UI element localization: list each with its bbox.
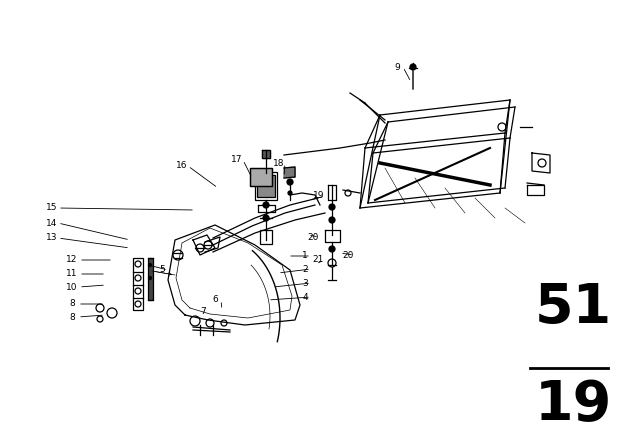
Circle shape [329, 204, 335, 210]
Bar [133, 258, 143, 310]
Text: 15: 15 [46, 203, 58, 212]
Circle shape [410, 64, 416, 70]
Text: 4: 4 [302, 293, 308, 302]
Polygon shape [284, 167, 295, 178]
Text: 12: 12 [67, 255, 77, 264]
Text: 20: 20 [342, 250, 354, 259]
Circle shape [287, 179, 293, 185]
Circle shape [221, 320, 227, 326]
Circle shape [135, 275, 141, 281]
Text: 51: 51 [534, 281, 612, 335]
Circle shape [538, 159, 546, 167]
Circle shape [328, 259, 336, 267]
Text: 13: 13 [46, 233, 58, 242]
Text: 5: 5 [159, 266, 165, 275]
Circle shape [173, 250, 183, 260]
Circle shape [148, 263, 152, 267]
Circle shape [97, 316, 103, 322]
Circle shape [148, 276, 152, 280]
Circle shape [206, 319, 214, 327]
Text: 3: 3 [302, 279, 308, 288]
Text: 21: 21 [312, 255, 324, 264]
Text: 9: 9 [394, 63, 400, 72]
Text: 19: 19 [313, 191, 324, 201]
Text: 7: 7 [200, 307, 206, 316]
Circle shape [135, 261, 141, 267]
Polygon shape [262, 150, 270, 158]
Circle shape [345, 190, 351, 196]
Circle shape [263, 215, 269, 221]
Circle shape [263, 202, 269, 208]
Circle shape [135, 301, 141, 307]
Text: 16: 16 [176, 161, 188, 171]
Bar [255, 172, 277, 200]
Circle shape [190, 316, 200, 326]
Text: 8: 8 [69, 313, 75, 322]
Text: 1: 1 [302, 251, 308, 260]
Circle shape [204, 241, 212, 249]
Circle shape [96, 304, 104, 312]
Bar [260, 230, 272, 244]
Circle shape [107, 308, 117, 318]
Bar [257, 175, 275, 197]
Bar [148, 258, 153, 300]
Text: 17: 17 [231, 155, 243, 164]
Text: 2: 2 [302, 264, 308, 273]
Text: 6: 6 [212, 296, 218, 305]
Text: 18: 18 [273, 159, 285, 168]
Text: 11: 11 [67, 270, 77, 279]
Text: 20: 20 [307, 233, 319, 241]
Circle shape [498, 123, 506, 131]
Circle shape [196, 244, 204, 252]
Circle shape [135, 288, 141, 294]
Text: 10: 10 [67, 283, 77, 292]
Circle shape [329, 246, 335, 252]
Bar [250, 168, 272, 186]
Text: 8: 8 [69, 300, 75, 309]
Circle shape [288, 191, 292, 195]
Text: 19: 19 [534, 378, 612, 432]
Bar [250, 168, 272, 186]
Circle shape [329, 217, 335, 223]
Text: 14: 14 [46, 219, 58, 228]
